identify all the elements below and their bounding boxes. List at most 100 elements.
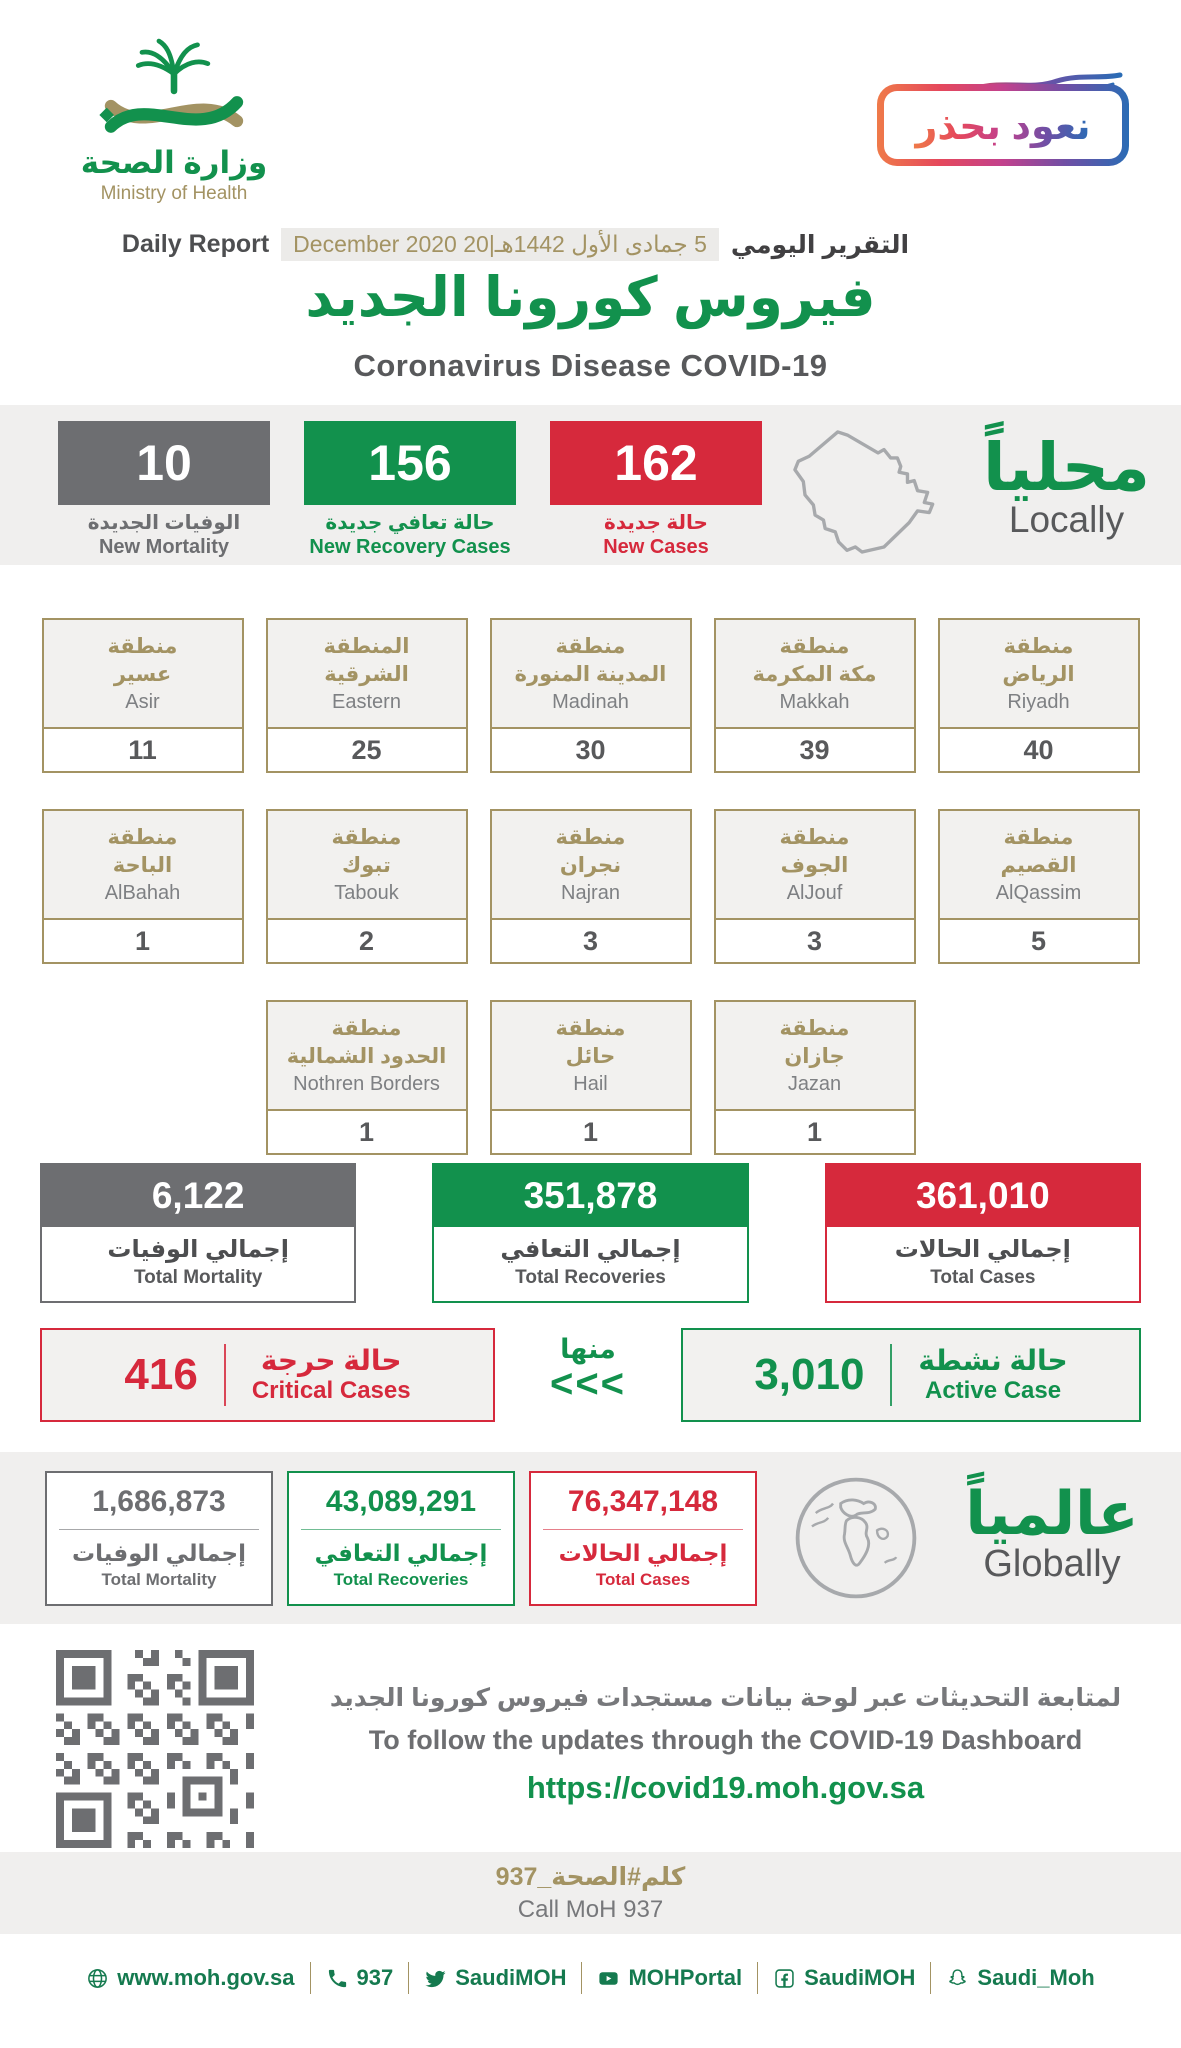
region-name-arabic: منطقة حائل	[555, 1016, 626, 1068]
report-label-english: Daily Report	[121, 230, 270, 258]
region-name-arabic: منطقة مكة المكرمة	[752, 634, 877, 686]
footer-separator	[581, 1962, 583, 1994]
footer-contact-bar: www.moh.gov.sa 937 SaudiMOH MOHPortal SaudiM…	[0, 1952, 1181, 2004]
region-name-english: Jazan	[787, 1073, 842, 1096]
region-new-cases-value: 1	[358, 1116, 375, 1147]
footer-link-www-moh-gov-sa[interactable]: www.moh.gov.sa	[86, 1965, 295, 1991]
ministry-name-english: Ministry of Health	[100, 183, 248, 205]
region-new-cases-value: 1	[134, 925, 151, 956]
footer-link-label: Saudi_Moh	[977, 1965, 1095, 1990]
region-name-english: Nothren Borders	[293, 1073, 440, 1096]
region-new-cases-value: 1	[806, 1116, 823, 1147]
qr-code	[56, 1650, 254, 1848]
global-total-label-arabic: إجمالي الوفيات	[72, 1539, 246, 1566]
region-card-header: منطقة مكة المكرمة Makkah	[715, 620, 914, 729]
region-new-cases-value: 5	[1030, 925, 1047, 956]
region-name-english: Madinah	[552, 691, 629, 714]
globe-icon	[795, 1477, 917, 1599]
region-card-header: منطقة الجوف AlJouf	[715, 811, 914, 920]
region-card: منطقة عسير Asir 11	[41, 618, 244, 773]
stat-label-arabic: حالة تعافي جديدة	[325, 512, 495, 534]
region-new-cases-value: 39	[799, 734, 830, 765]
region-new-cases-value: 30	[575, 734, 606, 765]
locally-title: محلياً Locally	[952, 431, 1181, 542]
region-card-header: منطقة نجران Najran	[491, 811, 690, 920]
region-name-arabic: منطقة نجران	[555, 825, 626, 877]
divider	[223, 1344, 226, 1406]
saudi-arabia-map-icon	[793, 429, 935, 554]
region-card: منطقة حائل Hail 1	[489, 1000, 692, 1155]
global-total-value: 1,686,873	[92, 1484, 226, 1518]
region-new-cases-value: 40	[1023, 734, 1054, 765]
region-card-header: منطقة الباحة AlBahah	[43, 811, 242, 920]
divider	[890, 1344, 893, 1406]
locally-title-english: Locally	[1008, 499, 1125, 541]
footer-link-label: 937	[356, 1965, 394, 1990]
region-card-header: منطقة حائل Hail	[491, 1002, 690, 1111]
region-name-arabic: منطقة الجوف	[779, 825, 850, 877]
twitter-icon	[425, 1970, 446, 1987]
report-date: 5 جمادى الأول 1442هـ|20 December 2020	[281, 228, 719, 261]
active-cases-label-arabic: حالة نشطة	[918, 1345, 1068, 1377]
total-value: 361,010	[826, 1165, 1139, 1227]
case-breakdown-row: 416 حالة حرجة Critical Cases منها <<< 3,…	[40, 1328, 1141, 1422]
total-label-english: Total Cases	[930, 1267, 1036, 1288]
region-name-english: AlQassim	[995, 882, 1082, 905]
critical-cases-value: 416	[124, 1350, 198, 1399]
region-name-arabic: منطقة الرياض	[1002, 634, 1075, 686]
critical-cases-label-english: Critical Cases	[251, 1377, 411, 1405]
locally-new-stats: 10 الوفيات الجديدة New Mortality 156 حال…	[58, 421, 762, 559]
call-center-band: كلم#الصحة_937 Call MoH 937	[0, 1852, 1181, 1934]
global-total-value: 43,089,291	[325, 1484, 477, 1518]
region-card: منطقة نجران Najran 3	[489, 809, 692, 964]
dashboard-note-english: To follow the updates through the COVID-…	[368, 1725, 1083, 1755]
footer-link-label: www.moh.gov.sa	[117, 1965, 295, 1990]
region-card-header: منطقة الرياض Riyadh	[939, 620, 1138, 729]
dashboard-url-link[interactable]: https://covid19.moh.gov.sa	[526, 1770, 925, 1805]
globe-icon	[88, 1968, 108, 1988]
region-card: منطقة الجوف AlJouf 3	[713, 809, 916, 964]
total-label-english: Total Recoveries	[515, 1267, 666, 1288]
footer-link-label: MOHPortal	[628, 1965, 743, 1990]
report-label-arabic: التقرير اليومي	[730, 230, 910, 259]
total-label-arabic: إجمالي الحالات	[894, 1236, 1071, 1263]
region-name-arabic: منطقة تبوك	[331, 825, 402, 877]
region-name-english: Hail	[573, 1073, 608, 1096]
region-card: منطقة القصيم AlQassim 5	[937, 809, 1140, 964]
return-with-caution-badge: نعود بحذر	[877, 70, 1129, 170]
footer-link-saudimoh[interactable]: SaudiMOH	[424, 1965, 566, 1991]
footer-link-937[interactable]: 937	[326, 1965, 394, 1991]
footer-link-saudi-moh[interactable]: Saudi_Moh	[946, 1965, 1095, 1991]
global-total-label-english: Total Mortality	[101, 1569, 217, 1589]
region-name-english: Eastern	[332, 691, 401, 714]
regions-grid: منطقة عسير Asir 11 المنطقة الشرقية Eastern…	[40, 618, 1141, 1191]
region-name-english: AlJouf	[786, 882, 843, 905]
active-cases-label-english: Active Case	[925, 1377, 1062, 1405]
region-card: منطقة جازان Jazan 1	[713, 1000, 916, 1155]
critical-cases-label-arabic: حالة حرجة	[260, 1345, 402, 1377]
region-name-english: Tabouk	[334, 882, 399, 905]
region-name-english: Najran	[561, 882, 620, 905]
active-cases-value: 3,010	[754, 1350, 865, 1399]
region-name-english: Makkah	[779, 691, 850, 714]
call-hashtag-arabic: كلم#الصحة_937	[495, 1863, 686, 1891]
footer-separator	[408, 1962, 410, 1994]
global-total-label-arabic: إجمالي التعافي	[314, 1539, 488, 1566]
region-card: المنطقة الشرقية Eastern 25	[265, 618, 468, 773]
region-card: منطقة المدينة المنورة Madinah 30	[489, 618, 692, 773]
region-new-cases-value: 25	[351, 734, 382, 765]
stat-value-box: 162	[550, 421, 762, 505]
call-label-english: Call MoH 937	[517, 1896, 664, 1923]
page-title-english: Coronavirus Disease COVID-19	[353, 348, 828, 383]
footer-separator	[757, 1962, 759, 1994]
global-total-box: 43,089,291 إجمالي التعافي Total Recoveri…	[287, 1470, 515, 1606]
total-value: 6,122	[42, 1165, 355, 1227]
badge-gradient-frame: نعود بحذر	[877, 84, 1129, 166]
footer-link-mohportal[interactable]: MOHPortal	[597, 1965, 742, 1991]
region-name-arabic: منطقة جازان	[779, 1016, 850, 1068]
footer-link-saudimoh[interactable]: SaudiMOH	[773, 1965, 915, 1991]
divider	[543, 1528, 743, 1530]
left-chevrons-icon: <<<	[549, 1361, 627, 1406]
stat-label-english: New Cases	[603, 536, 709, 558]
region-new-cases-value: 1	[582, 1116, 599, 1147]
